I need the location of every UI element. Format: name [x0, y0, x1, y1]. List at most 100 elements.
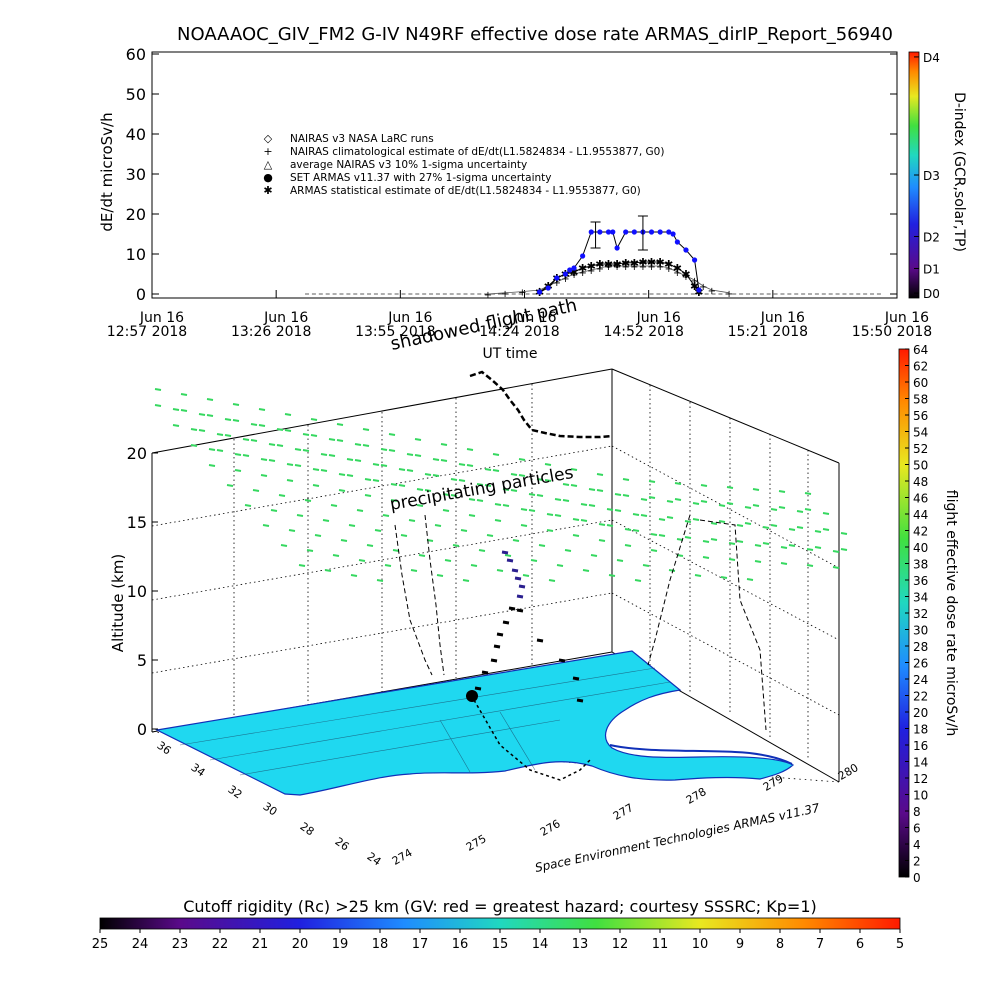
legend-symbol: ●: [263, 171, 273, 184]
precip-dash: [806, 564, 814, 567]
flight-path-point: [496, 632, 504, 637]
x-tick-time: 14:52 2018: [603, 324, 683, 340]
precip-dash: [354, 443, 362, 446]
precip-dash: [590, 554, 598, 557]
precip-dash: [336, 439, 344, 442]
precip-dash: [538, 544, 546, 547]
precip-dash: [624, 544, 632, 547]
precip-dash: [362, 428, 370, 431]
precip-dash: [762, 526, 770, 529]
precip-dash: [634, 579, 642, 582]
d-index-tick-label: D2: [923, 231, 940, 245]
coastline-detail: [609, 744, 793, 765]
precip-dash: [260, 458, 268, 461]
precip-dash: [632, 529, 640, 532]
precip-dash: [796, 526, 804, 529]
cutoff-rigidity-tick-label: 20: [292, 937, 309, 952]
precip-dash: [154, 388, 162, 391]
precip-dash: [518, 474, 526, 477]
precip-dash: [444, 559, 452, 562]
precip-dash: [314, 534, 322, 537]
dose-rate-tick-label: 36: [913, 574, 928, 588]
precip-dash: [346, 458, 354, 461]
precip-dash: [432, 458, 440, 461]
precip-dash: [216, 433, 224, 436]
armas-statistical-point: ✱: [621, 257, 630, 270]
armas-statistical-point: ✱: [664, 258, 673, 271]
precip-dash: [528, 493, 536, 496]
armas-point: [554, 275, 560, 281]
armas-point: [692, 257, 698, 263]
precip-dash: [338, 473, 346, 476]
precip-dash: [296, 514, 304, 517]
nairas-point: +: [553, 278, 561, 289]
armas-point: [571, 265, 577, 271]
altitude-axis: 0 5 10 15 20: [127, 444, 158, 739]
figure-title: NOAAAOC_GIV_FM2 G-IV N49RF effective dos…: [177, 24, 893, 45]
precip-dash: [632, 513, 640, 516]
precip-dash: [718, 520, 726, 523]
cutoff-rigidity-colorbar-group: Cutoff rigidity (Rc) >25 km (GV: red = g…: [92, 897, 904, 952]
precip-dash: [770, 508, 778, 511]
precip-dash: [624, 528, 632, 531]
precip-dash: [388, 449, 396, 452]
x-tick-date: Jun 16: [636, 310, 681, 326]
d-index-ticks: D0 D1 D2 D3 D4: [914, 51, 940, 301]
precip-dash: [288, 529, 296, 532]
precip-dash: [470, 564, 478, 567]
precip-dash: [562, 499, 570, 502]
precip-dash: [556, 564, 564, 567]
precip-dash: [622, 478, 630, 481]
precip-dash: [424, 489, 432, 492]
precip-dash: [608, 574, 616, 577]
dose-rate-tick-label: 28: [913, 640, 928, 654]
nairas-point: +: [501, 289, 509, 300]
precip-dash: [322, 519, 330, 522]
precip-dash: [658, 518, 666, 521]
flight-path-point: [490, 658, 498, 663]
flight-path-point: [558, 658, 566, 663]
armas-statistical-point: ✱: [569, 266, 578, 279]
armas-point: [674, 239, 680, 245]
flight-path-point: [572, 676, 580, 681]
precip-dash: [382, 514, 390, 517]
precip-dash: [494, 519, 502, 522]
precip-dash: [570, 484, 578, 487]
precip-dash: [806, 548, 814, 551]
precip-dash: [452, 544, 460, 547]
nairas-point: +: [656, 262, 664, 273]
dose-rate-tick-label: 10: [913, 789, 928, 803]
armas-point: [670, 231, 676, 237]
precip-dash: [374, 529, 382, 532]
armas-statistical-point: ✱: [604, 258, 613, 271]
precip-dash: [486, 534, 494, 537]
precip-dash: [736, 540, 744, 543]
precip-dash: [206, 414, 214, 417]
x-tick-time: 15:50 2018: [852, 324, 932, 340]
x-tick-time: 12:57 2018: [107, 324, 187, 340]
precip-dash: [780, 546, 788, 549]
armas-statistical-point: ✱: [595, 258, 604, 271]
flight-path-point: [501, 550, 509, 555]
precip-dash: [330, 504, 338, 507]
latitude-tick-label: 26: [333, 835, 352, 854]
x-tick-date: Jun 16: [263, 310, 308, 326]
latitude-tick-label: 34: [189, 761, 208, 780]
precip-dash: [354, 459, 362, 462]
precip-dash: [478, 549, 486, 552]
precip-dash: [458, 479, 466, 482]
armas-statistical-point: ✱: [656, 256, 665, 269]
legend-label: average NAIRAS v3 10% 1-sigma uncertaint…: [290, 159, 527, 171]
precip-dash: [674, 498, 682, 501]
dose-rate-tick-label: 56: [913, 409, 928, 423]
nairas-point: +: [578, 268, 586, 279]
precip-dash: [398, 484, 406, 487]
precip-dash: [260, 474, 268, 477]
precip-dash: [312, 468, 320, 471]
dose-rate-tick-label: 32: [913, 607, 928, 621]
precip-dash: [392, 549, 400, 552]
precip-dash: [372, 463, 380, 466]
precip-dash: [424, 473, 432, 476]
dose-rate-tick-label: 50: [913, 459, 928, 473]
precip-dash: [466, 448, 474, 451]
